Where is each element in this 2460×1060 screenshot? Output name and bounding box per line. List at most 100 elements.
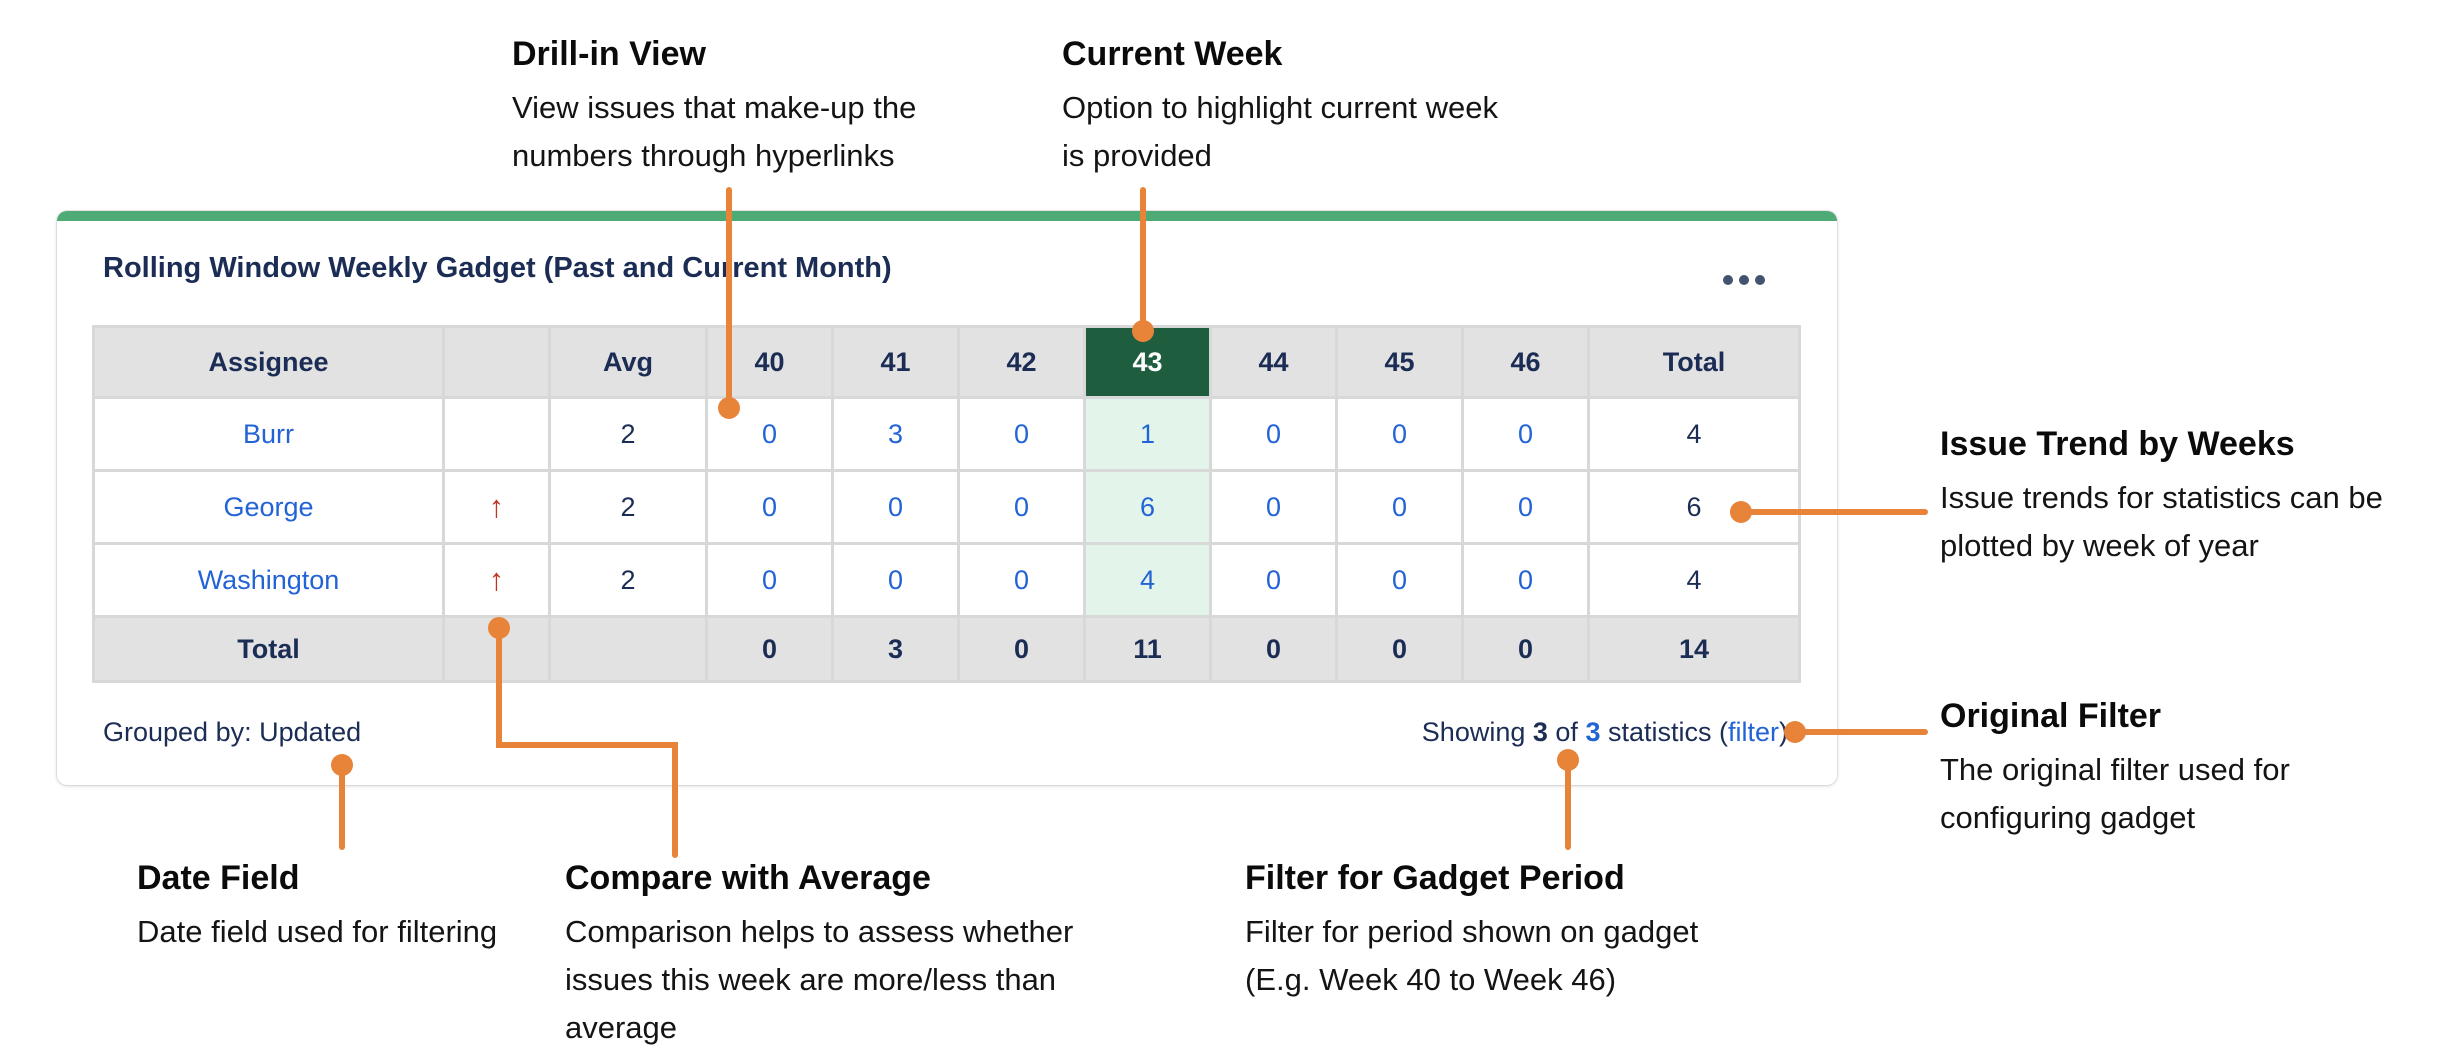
week-value-link[interactable]: 0 — [1391, 418, 1408, 449]
week-value-link[interactable]: 0 — [1013, 564, 1030, 595]
annotation-title: Issue Trend by Weeks — [1940, 425, 2295, 463]
grouped-by-label: Grouped by: Updated — [103, 717, 362, 747]
week-value-link[interactable]: 0 — [887, 564, 904, 595]
row-total-cell: 6 — [1587, 469, 1801, 545]
week-total-cell: 3 — [831, 615, 960, 683]
week-value-cell: 0 — [1335, 542, 1464, 618]
week-value-cell: 0 — [1335, 396, 1464, 472]
annotation-date-field: Date Field Date field used for filtering — [137, 856, 497, 956]
week-total-cell: 0 — [1461, 615, 1590, 683]
header-cell-trend — [442, 325, 551, 399]
header-row: Assignee Avg 40 41 42 43 44 45 46 Total — [92, 325, 1801, 399]
assignee-cell: George — [92, 469, 445, 545]
trend-cell: ↑ — [442, 542, 551, 618]
week-total-cell: 0 — [1209, 615, 1338, 683]
showing-statistics-label: Showing 3 of 3 statistics (filter) — [1422, 717, 1788, 748]
avg-cell: 2 — [548, 396, 708, 472]
header-cell-Avg: Avg — [548, 325, 708, 399]
showing-close: ) — [1779, 717, 1788, 747]
week-value-link[interactable]: 0 — [887, 491, 904, 522]
annotation-text: numbers through hyperlinks — [512, 138, 895, 173]
week-value-cell: 0 — [957, 469, 1086, 545]
row-total-cell: 4 — [1587, 396, 1801, 472]
annotation-text: issues this week are more/less than — [565, 962, 1057, 997]
week-value-link[interactable]: 1 — [1139, 418, 1156, 449]
grand-total-cell: 14 — [1587, 615, 1801, 683]
total-label-cell: Total — [92, 615, 445, 683]
week-value-link[interactable]: 0 — [1517, 564, 1534, 595]
week-value-link[interactable]: 0 — [1391, 491, 1408, 522]
annotation-title: Compare with Average — [565, 859, 931, 897]
week-value-link[interactable]: 0 — [1265, 491, 1282, 522]
annotation-text: configuring gadget — [1940, 800, 2196, 835]
annotation-text: plotted by week of year — [1940, 528, 2259, 563]
up-arrow-icon: ↑ — [488, 562, 505, 597]
showing-prefix: Showing — [1421, 717, 1533, 747]
week-value-cell: 0 — [1461, 469, 1590, 545]
week-value-cell: 0 — [1209, 542, 1338, 618]
annotation-text: The original filter used for — [1940, 752, 2290, 787]
week-value-link[interactable]: 6 — [1139, 491, 1156, 522]
annotation-drill-in: Drill-in View View issues that make-up t… — [512, 32, 916, 180]
avg-cell — [548, 615, 708, 683]
annotation-title: Filter for Gadget Period — [1245, 859, 1625, 897]
trend-cell: ↑ — [442, 469, 551, 545]
annotation-title: Drill-in View — [512, 35, 706, 73]
week-value-link[interactable]: 0 — [1265, 564, 1282, 595]
row-total-cell: 4 — [1587, 542, 1801, 618]
week-value-link[interactable]: 0 — [1013, 418, 1030, 449]
week-value-link[interactable]: 0 — [1517, 418, 1534, 449]
week-value-cell: 0 — [1461, 396, 1590, 472]
trend-cell — [442, 396, 551, 472]
header-cell-Assignee: Assignee — [92, 325, 445, 399]
week-value-link[interactable]: 0 — [761, 418, 778, 449]
week-value-link[interactable]: 0 — [761, 491, 778, 522]
annotation-original-filter: Original Filter The original filter used… — [1940, 694, 2290, 842]
annotation-text: Comparison helps to assess whether — [565, 914, 1074, 949]
week-value-cell: 0 — [1461, 542, 1590, 618]
week-value-cell: 0 — [1209, 469, 1338, 545]
trend-cell — [442, 615, 551, 683]
annotation-current-week: Current Week Option to highlight current… — [1062, 32, 1498, 180]
annotation-gadget-period: Filter for Gadget Period Filter for peri… — [1245, 856, 1698, 1004]
week-value-link[interactable]: 3 — [887, 418, 904, 449]
ellipsis-icon — [1755, 275, 1765, 285]
week-value-cell: 0 — [831, 469, 960, 545]
annotation-text: Filter for period shown on gadget — [1245, 914, 1699, 949]
header-cell-Total: Total — [1587, 325, 1801, 399]
table-row: Washington ↑ 2 0 0 0 4 0 0 0 4 — [92, 542, 1801, 618]
table-body: Burr 2 0 3 0 1 0 0 0 4 George ↑ 2 0 0 0 6 0 0 0 6 Washington ↑… — [92, 396, 1801, 683]
annotation-text: Issue trends for statistics can be — [1940, 480, 2383, 515]
week-value-cell: 0 — [705, 542, 834, 618]
table-header: Assignee Avg 40 41 42 43 44 45 46 Total — [92, 325, 1801, 399]
week-value-cell: 0 — [957, 542, 1086, 618]
header-cell-46: 46 — [1461, 325, 1590, 399]
annotation-title: Original Filter — [1940, 697, 2162, 735]
filter-link[interactable]: filter — [1727, 717, 1779, 747]
assignee-link[interactable]: George — [223, 491, 314, 522]
week-total-cell: 11 — [1083, 615, 1212, 683]
week-total-cell: 0 — [1335, 615, 1464, 683]
week-value-cell: 1 — [1083, 396, 1212, 472]
week-value-cell: 0 — [831, 542, 960, 618]
assignee-cell: Burr — [92, 396, 445, 472]
annotation-text: Date field used for filtering — [137, 914, 498, 949]
statistics-table: Assignee Avg 40 41 42 43 44 45 46 Total Burr 2 0 3 0 1… — [92, 325, 1801, 683]
more-menu-button[interactable] — [1717, 269, 1771, 291]
week-value-cell: 0 — [1209, 396, 1338, 472]
annotation-text: View issues that make-up the — [512, 90, 917, 125]
annotation-title: Date Field — [137, 859, 300, 897]
week-value-link[interactable]: 0 — [1265, 418, 1282, 449]
week-value-link[interactable]: 4 — [1139, 564, 1156, 595]
week-value-cell: 0 — [705, 396, 834, 472]
week-value-cell: 4 — [1083, 542, 1212, 618]
week-value-link[interactable]: 0 — [1013, 491, 1030, 522]
assignee-link[interactable]: Burr — [242, 418, 294, 449]
assignee-link[interactable]: Washington — [197, 564, 340, 595]
week-value-link[interactable]: 0 — [761, 564, 778, 595]
week-value-link[interactable]: 0 — [1517, 491, 1534, 522]
week-value-cell: 0 — [957, 396, 1086, 472]
week-value-cell: 0 — [1335, 469, 1464, 545]
week-value-link[interactable]: 0 — [1391, 564, 1408, 595]
